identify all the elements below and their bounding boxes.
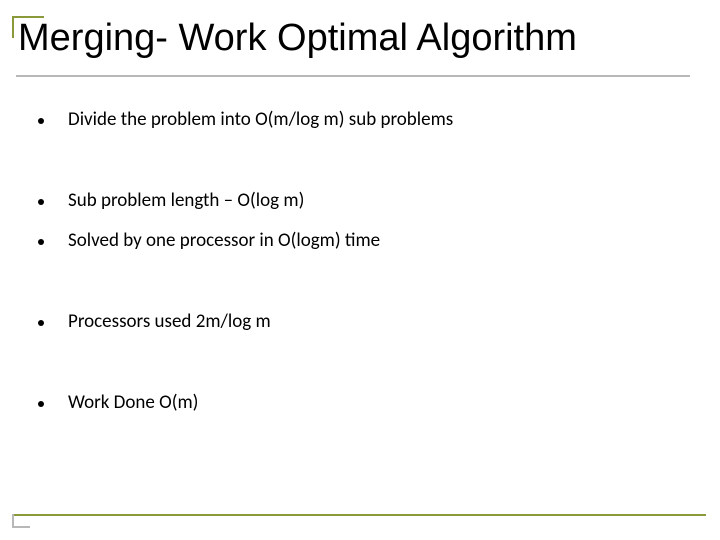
bullet-dot-icon (38, 320, 44, 326)
bottom-rule (14, 514, 706, 516)
bullet-dot-icon (38, 239, 44, 245)
bottom-corner-accent (12, 514, 30, 528)
bullet-item: Processors used 2m/log m (38, 310, 680, 335)
slide-title: Merging- Work Optimal Algorithm (12, 16, 680, 68)
slide: Merging- Work Optimal Algorithm Divide t… (0, 0, 720, 540)
bullet-text: Processors used 2m/log m (68, 310, 680, 335)
bullet-text: Divide the problem into O(m/log m) sub p… (68, 108, 680, 133)
title-corner-accent (12, 16, 44, 38)
bullet-item: Work Done O(m) (38, 391, 680, 416)
bullet-text: Sub problem length – O(log m) (68, 189, 680, 214)
bullet-list: Divide the problem into O(m/log m) sub p… (38, 108, 680, 415)
body-region: Divide the problem into O(m/log m) sub p… (38, 108, 680, 471)
bullet-text: Solved by one processor in O(logm) time (68, 229, 680, 254)
bullet-item: Solved by one processor in O(logm) time (38, 229, 680, 254)
title-underline (16, 75, 690, 77)
bullet-item: Divide the problem into O(m/log m) sub p… (38, 108, 680, 133)
bullet-dot-icon (38, 199, 44, 205)
bullet-dot-icon (38, 118, 44, 124)
title-region: Merging- Work Optimal Algorithm (12, 16, 680, 68)
bullet-dot-icon (38, 401, 44, 407)
bullet-text: Work Done O(m) (68, 391, 680, 416)
bullet-item: Sub problem length – O(log m) (38, 189, 680, 214)
